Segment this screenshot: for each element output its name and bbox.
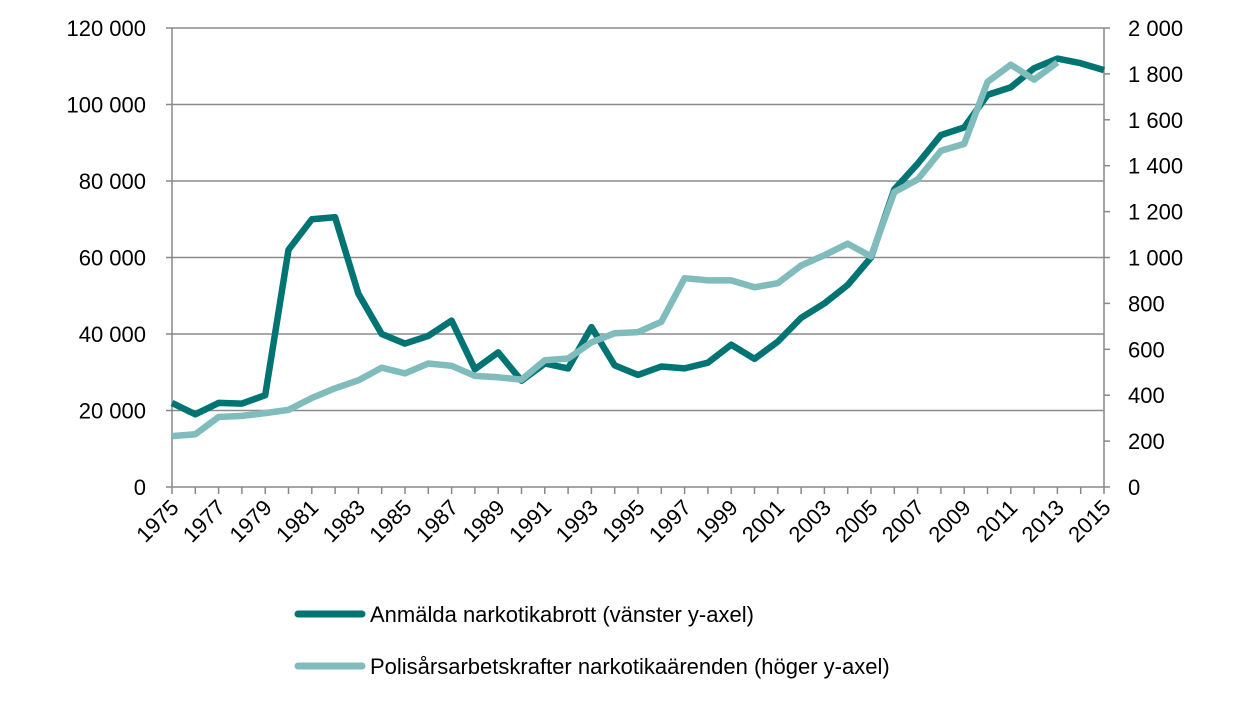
x-tick-label: 2007: [877, 495, 929, 547]
right-y-tick-label: 800: [1128, 291, 1165, 316]
x-tick-label: 1997: [644, 495, 696, 547]
left-y-tick-labels: 0 20 000 40 000 60 000 80 000 100 000 120 000: [66, 16, 172, 500]
x-tick-label: 1983: [318, 495, 370, 547]
legend: Anmälda narkotikabrott (vänster y-axel) …: [294, 602, 890, 679]
right-y-tick-label: 1 000: [1128, 246, 1183, 271]
x-tick-label: 1975: [131, 495, 183, 547]
x-tick-label: 2013: [1017, 495, 1069, 547]
series-lines: [170, 55, 1105, 440]
x-tick-label: 2003: [784, 495, 836, 547]
x-tick-label: 2009: [923, 495, 975, 547]
right-y-tick-label: 200: [1128, 429, 1165, 454]
x-tick-label: 1995: [597, 495, 649, 547]
x-tick-label: 1999: [690, 495, 742, 547]
x-tick-label: 1991: [504, 495, 556, 547]
right-y-tick-label: 2 000: [1128, 16, 1183, 41]
right-y-tick-label: 1 200: [1128, 200, 1183, 225]
legend-item-1: Anmälda narkotikabrott (vänster y-axel): [294, 602, 754, 627]
right-y-tick-label: 600: [1128, 337, 1165, 362]
legend-item-2: Polisårsarbetskrafter narkotikaärenden (…: [294, 654, 890, 679]
series-line-1: [170, 55, 1105, 418]
x-tick-label: 2005: [830, 495, 882, 547]
x-tick-label: 1985: [364, 495, 416, 547]
x-tick-label: 2001: [737, 495, 789, 547]
x-tick-label: 1989: [457, 495, 509, 547]
x-tick-label: 1987: [411, 495, 463, 547]
left-y-tick-label: 60 000: [79, 246, 146, 271]
right-y-tick-label: 400: [1128, 383, 1165, 408]
left-y-tick-label: 20 000: [79, 399, 146, 424]
right-y-tick-label: 1 800: [1128, 62, 1183, 87]
left-y-tick-label: 0: [134, 475, 146, 500]
left-y-tick-label: 100 000: [66, 93, 146, 118]
right-y-tick-label: 1 600: [1128, 108, 1183, 133]
gridlines: [172, 27, 1104, 412]
left-y-tick-label: 80 000: [79, 169, 146, 194]
right-y-tick-label: 0: [1128, 475, 1140, 500]
x-tick-label: 2015: [1063, 495, 1115, 547]
left-y-tick-label: 120 000: [66, 16, 146, 41]
x-tick-label: 1979: [224, 495, 276, 547]
x-tick-label: 1977: [178, 495, 230, 547]
x-tick-label: 1993: [551, 495, 603, 547]
left-y-tick-label: 40 000: [79, 322, 146, 347]
right-y-tick-labels: 0 200 400 600 800 1 000 1 200 1 400 1 600 1 800 2 …: [1104, 16, 1183, 500]
x-tick-label: 2011: [971, 495, 1022, 546]
series-line-2: [171, 59, 1060, 440]
legend-label-2: Polisårsarbetskrafter narkotikaärenden (…: [370, 654, 890, 679]
x-tick-labels: 1975197719791981198319851987198919911993…: [131, 487, 1116, 547]
legend-label-1: Anmälda narkotikabrott (vänster y-axel): [370, 602, 754, 627]
x-tick-label: 1981: [271, 495, 323, 547]
right-y-tick-label: 1 400: [1128, 154, 1183, 179]
